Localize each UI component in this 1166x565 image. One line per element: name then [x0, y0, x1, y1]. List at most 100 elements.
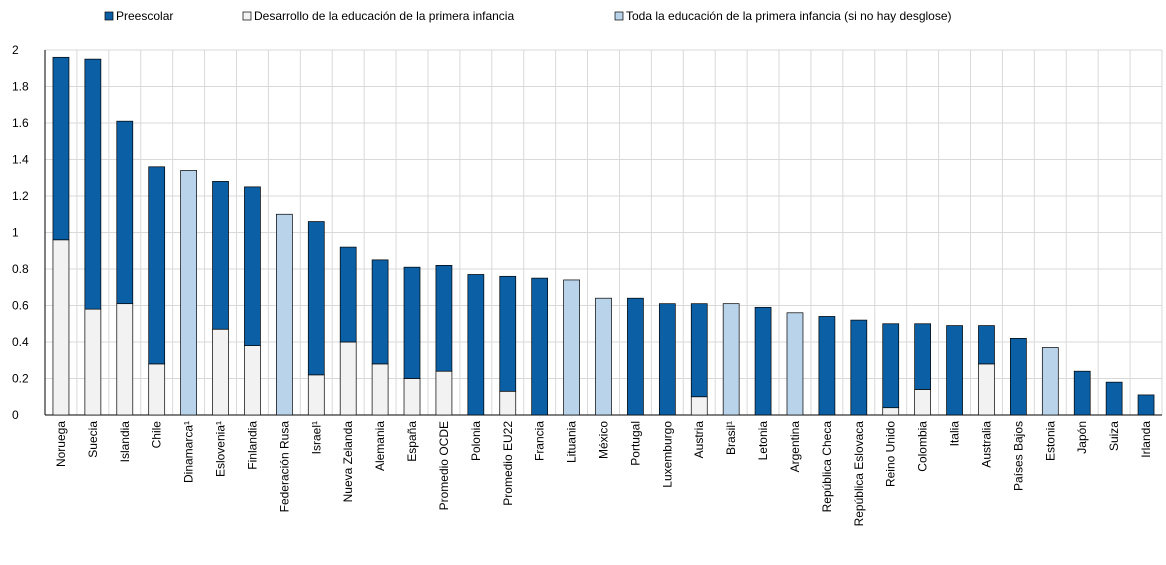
x-tick-label: Noruega [54, 421, 68, 467]
bar-segment [435, 265, 453, 372]
y-tick-label: 1.2 [12, 189, 29, 203]
bar-segment [84, 58, 102, 310]
bar-segment [754, 306, 772, 416]
bar-segment [212, 181, 229, 330]
x-tick-label: Japón [1075, 421, 1089, 454]
bar-segment [148, 166, 166, 365]
bar-segment [850, 319, 868, 416]
bar-segment [244, 345, 261, 416]
bar-segment [1073, 370, 1091, 416]
bar-segment [882, 323, 900, 409]
x-tick-label: Austria [692, 421, 706, 459]
y-tick-label: 2 [12, 43, 19, 57]
x-tick-label: Países Bajos [1011, 421, 1025, 491]
bar-segment [563, 279, 580, 416]
bar-segment [52, 56, 70, 241]
y-tick-label: 1.8 [12, 80, 29, 94]
y-tick-label: 1 [12, 226, 19, 240]
x-tick-label: República Eslovaca [852, 421, 866, 527]
bar-segment [307, 221, 325, 376]
y-tick-label: 0 [12, 408, 19, 422]
x-tick-label: Brasil¹ [724, 421, 738, 455]
x-tick-label: Irlanda [1139, 421, 1153, 458]
bar-segment [371, 259, 389, 365]
bar-segment [946, 325, 963, 416]
bar-segment [978, 363, 995, 416]
bar-segment [914, 389, 931, 416]
bar-segment [499, 390, 517, 416]
x-tick-label: Portugal [628, 421, 642, 466]
x-tick-label: Luxemburgo [660, 421, 674, 488]
bar-segment [371, 363, 389, 416]
x-tick-label: Lituania [565, 421, 579, 463]
bar-segment [914, 323, 931, 390]
bar-segment [339, 246, 357, 343]
x-tick-label: Islandia [118, 421, 132, 463]
bar-segment [658, 303, 676, 416]
y-tick-label: 0.8 [12, 262, 29, 276]
legend-swatch [614, 11, 624, 21]
bar-segment [627, 297, 644, 416]
x-tick-label: Chile [150, 421, 164, 449]
bar-segment [818, 316, 836, 416]
y-tick-label: 1.4 [12, 153, 29, 167]
x-tick-label: Promedio OCDE [437, 421, 451, 510]
bar-segment [595, 297, 612, 416]
bar-segment [52, 239, 70, 416]
x-tick-label: Letonia [756, 421, 770, 461]
bar-segment [690, 396, 708, 416]
x-tick-label: Colombia [916, 421, 930, 472]
bar-segment [212, 328, 229, 416]
bar-segment [403, 378, 421, 416]
legend-swatch [242, 11, 252, 21]
bar-segment [403, 266, 421, 379]
legend-swatch [104, 11, 114, 21]
bar-segment [1010, 338, 1027, 416]
x-tick-label: Francia [533, 421, 547, 461]
x-tick-label: Dinamarca¹ [182, 421, 196, 483]
bar-segment [978, 325, 995, 365]
x-tick-label: Reino Unido [884, 421, 898, 487]
x-tick-label: Eslovenia¹ [214, 421, 228, 477]
bar-segment [339, 341, 357, 416]
x-tick-label: México [597, 421, 611, 459]
x-tick-label: Alemania [373, 421, 387, 471]
bar-segment [467, 274, 485, 416]
legend-label: Desarrollo de la educación de la primera… [254, 9, 514, 23]
y-tick-label: 0.2 [12, 372, 29, 386]
bar-segment [244, 186, 261, 346]
bar-segment [499, 275, 517, 392]
bar-segment [882, 407, 900, 416]
bar-segment [84, 308, 102, 416]
x-tick-label: República Checa [820, 421, 834, 513]
x-tick-label: Suiza [1107, 421, 1121, 451]
bar-segment [148, 363, 166, 416]
x-tick-label: Australia [979, 421, 993, 468]
bar-segment [276, 213, 293, 416]
y-tick-label: 0.4 [12, 335, 29, 349]
bar-segment [1041, 347, 1059, 416]
bar-segment [690, 303, 708, 398]
x-tick-label: Israel¹ [309, 421, 323, 454]
x-tick-label: Suecia [86, 421, 100, 458]
x-tick-label: Polonia [469, 421, 483, 461]
y-tick-label: 0.6 [12, 299, 29, 313]
x-tick-label: Promedio EU22 [501, 421, 515, 506]
x-tick-label: Federación Rusa [277, 421, 291, 513]
x-tick-label: España [405, 421, 419, 462]
legend-label: Toda la educación de la primera infancia… [626, 9, 952, 23]
x-tick-label: Nueva Zelanda [341, 421, 355, 503]
bar-segment [531, 277, 549, 416]
bar-segment [722, 303, 740, 416]
x-tick-label: Estonia [1043, 421, 1057, 461]
bar-segment [1105, 381, 1123, 416]
x-tick-label: Italia [948, 421, 962, 447]
bar-segment [116, 303, 134, 416]
bar-segment [1137, 394, 1155, 416]
bar-segment [180, 170, 197, 416]
x-tick-label: Argentina [788, 421, 802, 473]
bar-segment [786, 312, 804, 416]
bar-segment [435, 370, 453, 416]
y-tick-label: 1.6 [12, 116, 29, 130]
